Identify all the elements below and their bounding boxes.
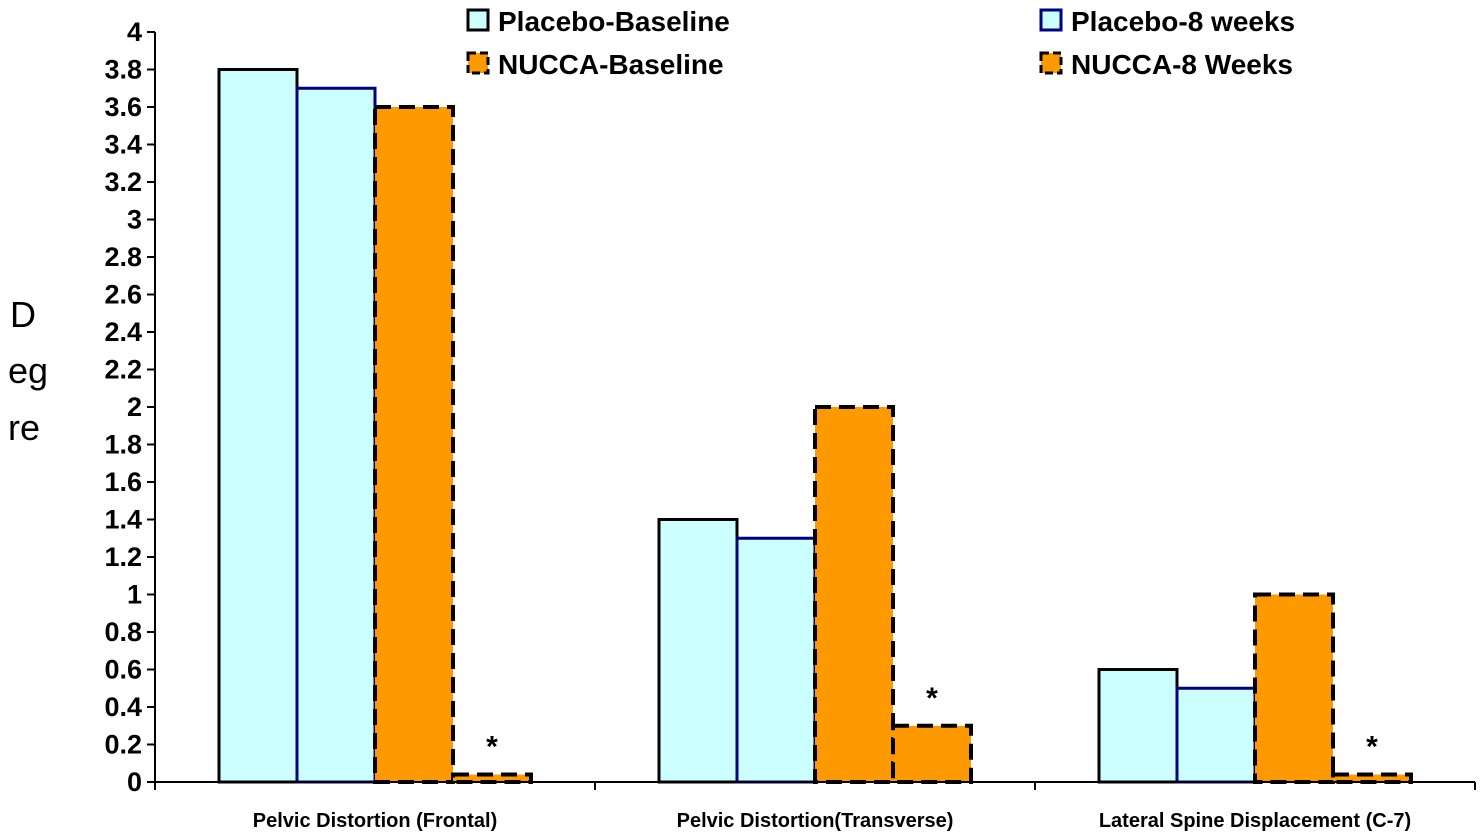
bars (217, 68, 1413, 784)
x-category-label: Pelvic Distortion(Transverse) (677, 810, 954, 832)
y-tick-label: 3.2 (104, 167, 142, 197)
x-category-label: Pelvic Distortion (Frontal) (253, 810, 497, 832)
legend-label: NUCCA-8 Weeks (1071, 49, 1293, 80)
y-tick-label: 0.2 (104, 730, 142, 760)
y-tick-label: 1 (127, 580, 142, 610)
bar (735, 536, 817, 784)
y-tick-label: 0.8 (104, 617, 142, 647)
legend: Placebo-Baseline Placebo-8 weeks NUCCA-Bas… (466, 6, 1295, 80)
y-tick-label: 3.4 (104, 130, 142, 160)
legend-label: Placebo-Baseline (498, 6, 730, 37)
bar (891, 723, 973, 784)
significance-marker: * (1366, 731, 1378, 764)
bar (1175, 686, 1257, 784)
y-axis: 0 0.2 0.4 0.6 0.8 1 1.2 1.4 1.6 1.8 2 2.2 2.4 2.6 2.8 3… (104, 17, 156, 797)
bar (373, 105, 455, 784)
legend-label: NUCCA-Baseline (498, 49, 724, 80)
significance-marker: * (486, 731, 498, 764)
y-tick-label: 2.8 (104, 242, 142, 272)
y-tick-label: 3.6 (104, 92, 142, 122)
legend-label: Placebo-8 weeks (1071, 6, 1295, 37)
bar (217, 68, 299, 784)
y-tick-label: 0.4 (104, 692, 142, 722)
y-tick-label: 1.4 (104, 505, 142, 535)
y-tick-label: 1.6 (104, 467, 142, 497)
y-tick-label: 1.2 (104, 542, 142, 572)
bar (295, 86, 377, 784)
bar (1253, 592, 1335, 784)
legend-swatch (466, 8, 490, 32)
y-tick-label: 1.8 (104, 430, 142, 460)
y-tick-label: 0 (127, 767, 142, 797)
x-axis: Pelvic Distortion (Frontal) Pelvic Distor… (154, 781, 1476, 832)
y-axis-label-line: re (8, 407, 40, 448)
x-category-label: Lateral Spine Displacement (C-7) (1099, 810, 1411, 832)
y-tick-label: 3 (127, 205, 142, 235)
y-tick-label: 2.4 (104, 317, 142, 347)
y-axis-label: Deg re (8, 294, 48, 448)
y-tick-label: 0.6 (104, 655, 142, 685)
significance-marker: * (926, 682, 938, 715)
y-tick-label: 3.8 (104, 55, 142, 85)
y-axis-label-line: eg (8, 350, 48, 391)
y-tick-label: 2.6 (104, 280, 142, 310)
y-tick-label: 2 (127, 392, 142, 422)
bar (813, 405, 895, 784)
y-tick-label: 4 (127, 17, 142, 47)
legend-swatch (466, 51, 490, 75)
annotations: * * * (486, 682, 1378, 764)
y-tick-label: 2.2 (104, 355, 142, 385)
bar (1097, 668, 1179, 784)
bar (1331, 772, 1413, 784)
legend-swatch (1039, 51, 1063, 75)
bar (657, 518, 739, 784)
bar (451, 772, 533, 784)
legend-swatch (1039, 8, 1063, 32)
y-axis-label-line: D (10, 294, 36, 335)
